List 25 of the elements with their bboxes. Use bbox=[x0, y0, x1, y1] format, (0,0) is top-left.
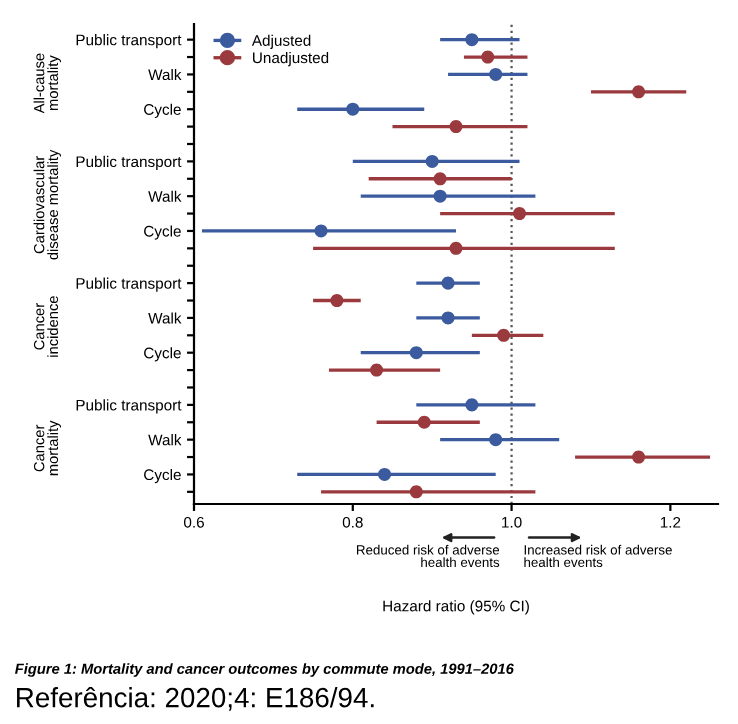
point bbox=[513, 207, 527, 221]
point bbox=[370, 363, 384, 377]
point bbox=[409, 485, 423, 499]
point bbox=[449, 120, 463, 134]
point bbox=[449, 241, 463, 255]
point bbox=[632, 450, 646, 464]
point bbox=[433, 172, 447, 186]
point bbox=[632, 85, 646, 99]
point bbox=[346, 102, 360, 116]
point bbox=[409, 346, 423, 360]
point bbox=[489, 67, 503, 81]
point bbox=[425, 154, 439, 168]
point bbox=[465, 398, 479, 412]
point bbox=[417, 415, 431, 429]
point bbox=[465, 33, 479, 47]
point bbox=[441, 311, 455, 325]
point bbox=[481, 50, 495, 64]
point bbox=[378, 467, 392, 481]
point bbox=[433, 189, 447, 203]
point bbox=[330, 294, 344, 308]
point bbox=[314, 224, 328, 238]
point bbox=[441, 276, 455, 290]
text: Referência: 2020;4: E186/94. bbox=[17, 686, 374, 711]
point bbox=[497, 328, 511, 342]
point bbox=[489, 433, 503, 447]
